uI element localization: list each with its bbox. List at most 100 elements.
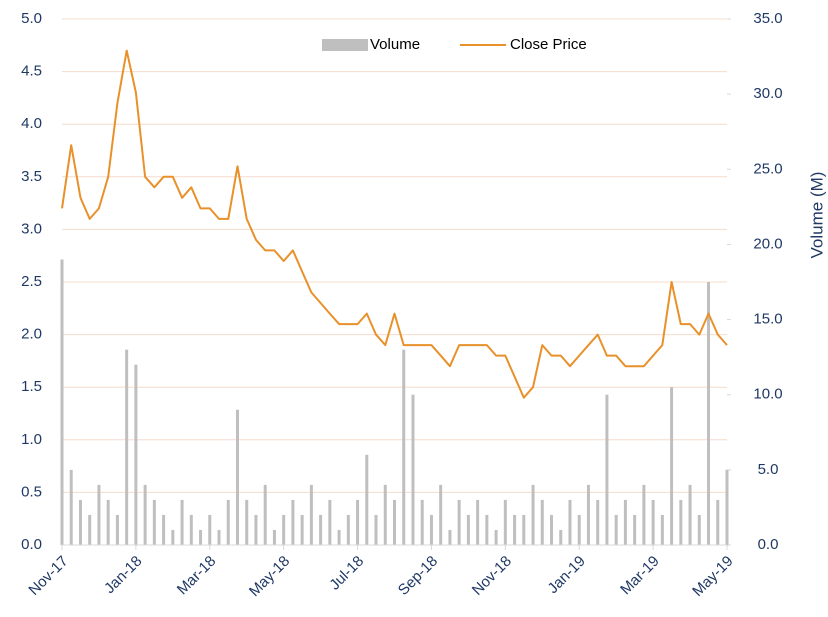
volume-bar — [660, 514, 664, 545]
y-tick-label: 1.0 — [21, 431, 42, 448]
volume-bar — [282, 514, 286, 545]
y-tick-label: 4.0 — [21, 115, 42, 132]
y-tick-label: 0.0 — [21, 536, 42, 553]
volume-bar — [328, 499, 332, 545]
volume-bar — [651, 499, 655, 545]
volume-bar — [88, 514, 92, 545]
y-tick-label: 5.0 — [21, 10, 42, 27]
volume-bar — [670, 387, 674, 545]
volume-bar — [356, 499, 360, 545]
volume-bar — [217, 529, 221, 545]
volume-bar — [78, 499, 82, 545]
volume-bar — [309, 484, 313, 545]
volume-bar — [383, 484, 387, 545]
volume-bar — [457, 499, 461, 545]
volume-bar — [513, 514, 517, 545]
volume-bar — [291, 499, 295, 545]
volume-bar — [522, 514, 526, 545]
volume-bar — [448, 529, 452, 545]
legend-swatch — [322, 39, 368, 51]
x-tick-label: Jan-18 — [101, 553, 145, 597]
y-tick-label: 2.5 — [21, 273, 42, 290]
y2-tick-label: 5.0 — [758, 461, 779, 478]
volume-bar — [503, 499, 507, 545]
volume-bar — [346, 514, 350, 545]
volume-bar — [420, 499, 424, 545]
volume-bar — [235, 409, 239, 545]
volume-bar — [716, 499, 720, 545]
volume-bar — [550, 514, 554, 545]
volume-bar — [697, 514, 701, 545]
volume-bar — [69, 469, 73, 545]
volume-bar — [485, 514, 489, 545]
x-tick-label: Mar-19 — [617, 553, 663, 599]
volume-bar — [208, 514, 212, 545]
price-line — [61, 49, 728, 399]
volume-bar — [60, 259, 64, 545]
y2-tick-label: 0.0 — [758, 536, 779, 553]
x-tick-label: Jul-18 — [326, 553, 367, 594]
y-tick-label: 1.5 — [21, 378, 42, 395]
volume-bar — [319, 514, 323, 545]
volume-bar — [623, 499, 627, 545]
y2-axis-label: Volume (M) — [807, 172, 826, 259]
x-tick-label: Nov-17 — [25, 553, 71, 599]
volume-bar — [134, 364, 138, 545]
volume-bar — [411, 394, 415, 545]
volume-bar — [152, 499, 156, 545]
volume-bar — [162, 514, 166, 545]
y-tick-label: 4.5 — [21, 63, 42, 80]
legend-label: Close Price — [510, 36, 587, 53]
volume-bar — [439, 484, 443, 545]
volume-bar — [374, 514, 378, 545]
volume-bar — [337, 529, 341, 545]
x-tick-label: May-18 — [246, 553, 293, 600]
volume-bar — [125, 349, 129, 545]
y2-tick-label: 25.0 — [753, 160, 782, 177]
volume-bar — [614, 514, 618, 545]
volume-bar — [429, 514, 433, 545]
y2-tick-label: 30.0 — [753, 85, 782, 102]
volume-bar — [466, 514, 470, 545]
volume-bar — [263, 484, 267, 545]
y-tick-label: 0.5 — [21, 483, 42, 500]
x-tick-label: Nov-18 — [469, 553, 515, 599]
y-tick-label: 2.0 — [21, 326, 42, 343]
volume-bar — [254, 514, 258, 545]
y2-tick-label: 10.0 — [753, 386, 782, 403]
volume-bar — [199, 529, 203, 545]
x-tick-label: Sep-18 — [395, 553, 441, 599]
volume-bar — [189, 514, 193, 545]
volume-bar — [679, 499, 683, 545]
y-tick-label: 3.0 — [21, 220, 42, 237]
y2-tick-label: 15.0 — [753, 311, 782, 328]
volume-bar — [365, 454, 369, 545]
volume-bar — [633, 514, 637, 545]
legend-label: Volume — [370, 36, 420, 53]
y2-tick-label: 20.0 — [753, 235, 782, 252]
volume-bar — [97, 484, 101, 545]
volume-bar — [531, 484, 535, 545]
volume-bar — [494, 529, 498, 545]
volume-bar — [106, 499, 110, 545]
volume-bar — [143, 484, 147, 545]
volume-bar — [577, 514, 581, 545]
volume-bar — [272, 529, 276, 545]
volume-bar — [226, 499, 230, 545]
x-tick-label: Jan-19 — [544, 553, 588, 597]
y2-tick-label: 35.0 — [753, 10, 782, 27]
y-tick-label: 3.5 — [21, 168, 42, 185]
volume-bar — [300, 514, 304, 545]
x-tick-label: Mar-18 — [174, 553, 220, 599]
volume-bar — [476, 499, 480, 545]
volume-bar — [605, 394, 609, 545]
volume-bar — [586, 484, 590, 545]
volume-bar — [540, 499, 544, 545]
volume-bar — [171, 529, 175, 545]
volume-bar — [725, 469, 729, 545]
volume-bar — [707, 282, 711, 545]
volume-bar — [402, 349, 406, 545]
volume-bar — [115, 514, 119, 545]
volume-bar — [180, 499, 184, 545]
